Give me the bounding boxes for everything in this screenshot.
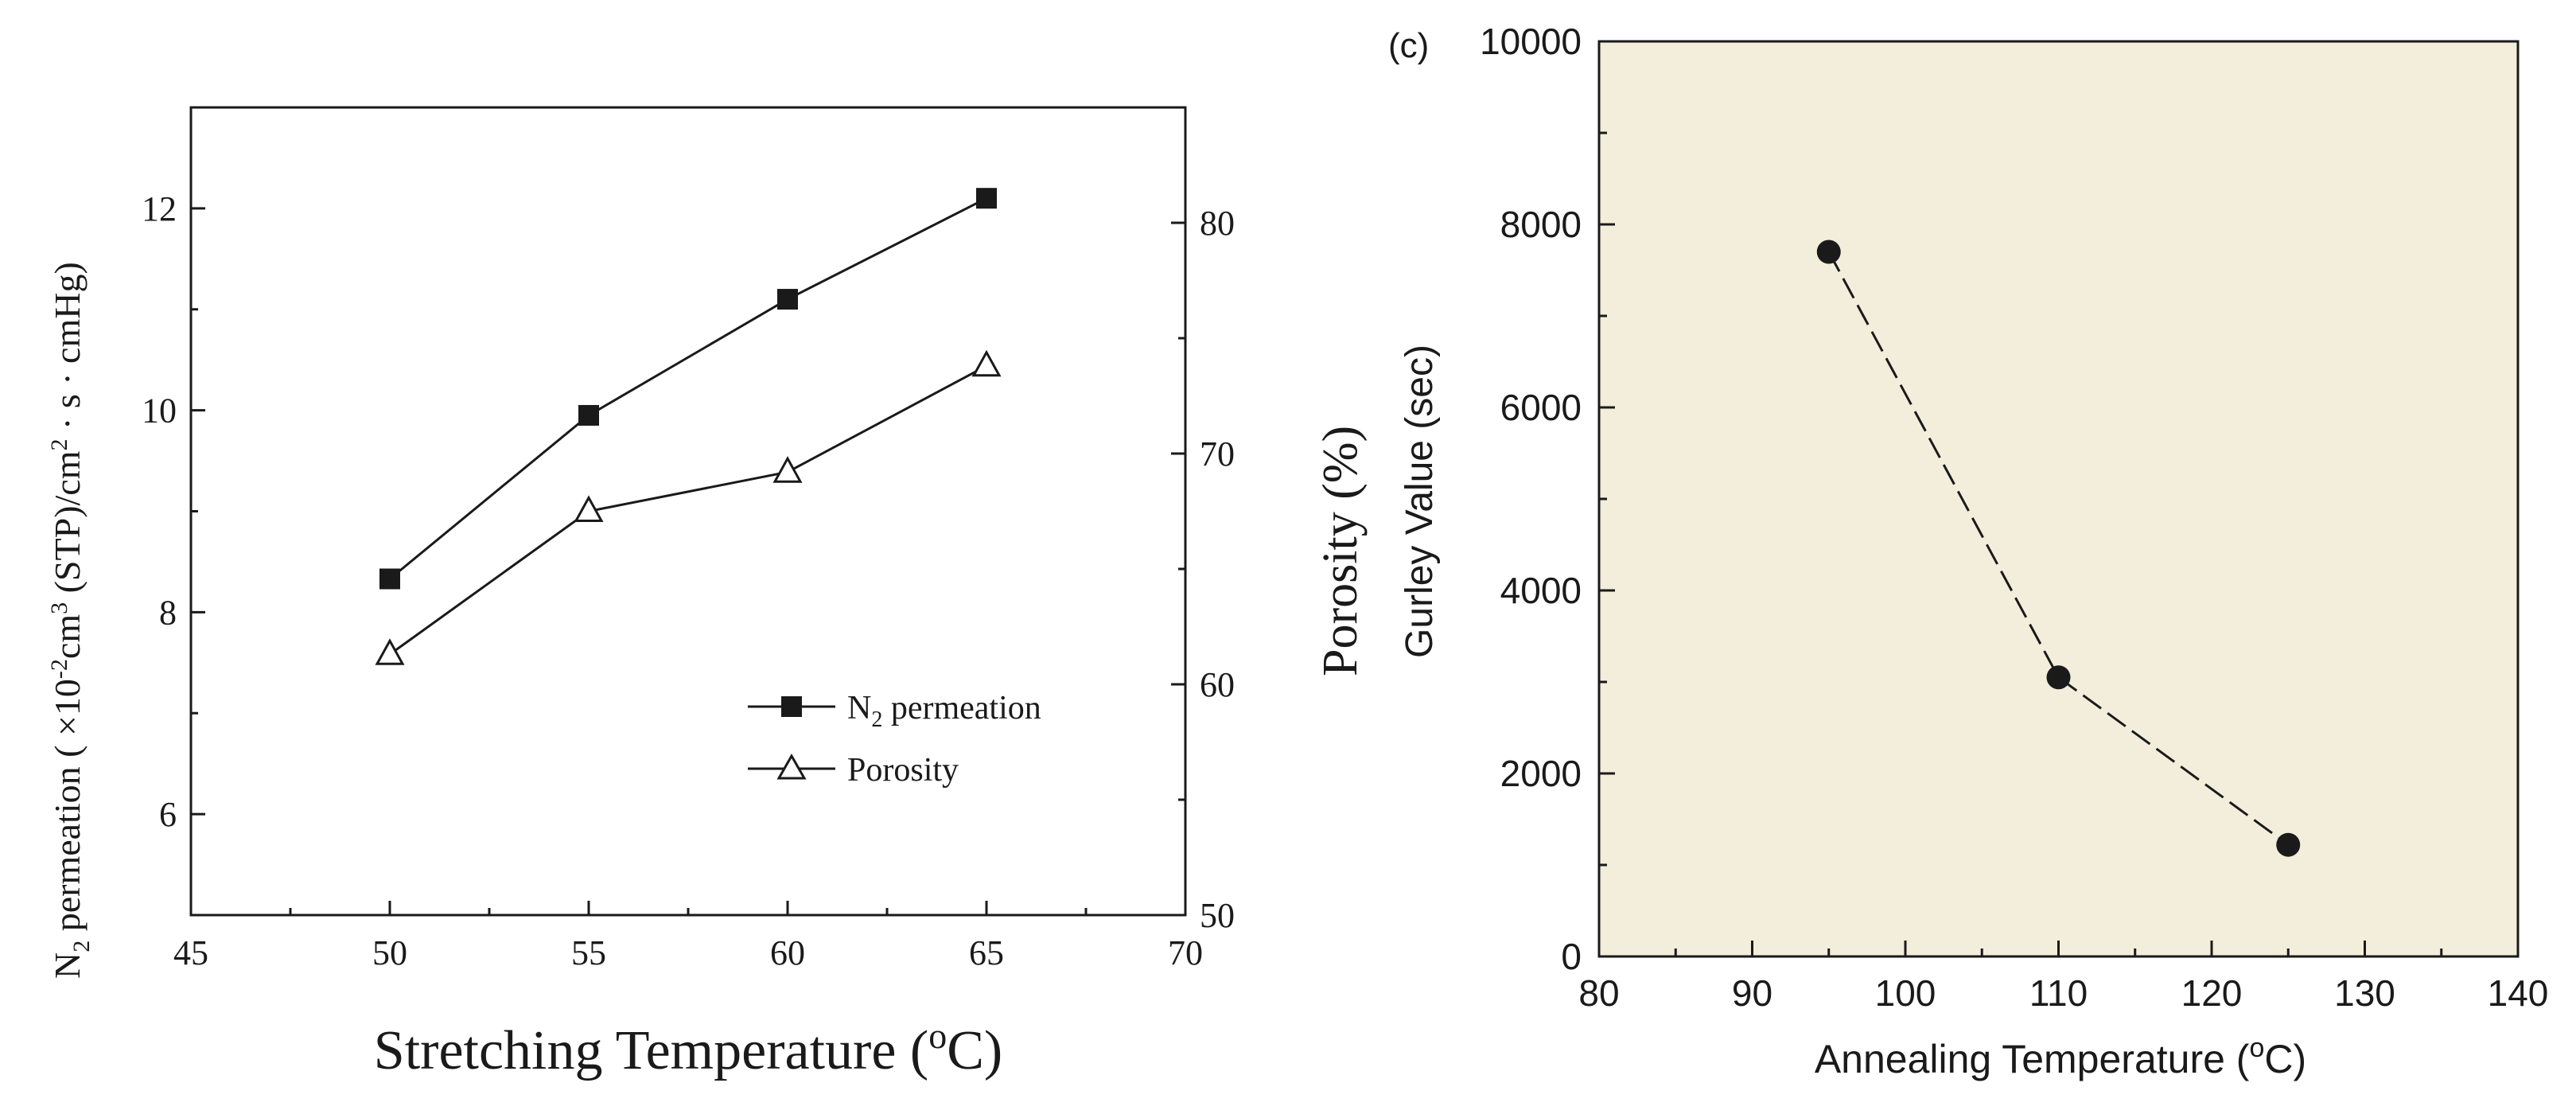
series-line-gurley [1827,251,2290,846]
right-y-axis-label: Gurley Value (sec) [1399,345,1441,658]
legend-marker-permeation [781,696,802,717]
y2-tick-label: 50 [1200,896,1235,935]
point-permeation [379,568,400,590]
left-ticks: 45 50 55 60 65 70 6 8 10 12 50 60 70 80 [142,106,1235,972]
x-tick-label: 130 [2334,972,2395,1014]
left-y-axis-label: N2 permeation ( ×10-2cm3 (STP)/cm2 · s ·… [46,262,95,979]
legend-marker-porosity [776,753,807,780]
y-tick-label: 2000 [1500,753,1582,794]
chart-annealing: 80 90 100 110 120 130 140 0 2000 4000 6000 8000 1000… [1388,21,2548,1081]
y-tick-label: 6 [159,795,177,834]
x-tick-label: 140 [2488,972,2549,1014]
panel-label: (c) [1388,26,1429,65]
y-tick-label: 8 [159,593,177,632]
y-tick-label: 12 [142,189,177,228]
point-porosity [574,495,604,522]
point-porosity [772,456,803,483]
y2-tick-label: 60 [1200,665,1235,704]
x-tick-label: 110 [2029,972,2088,1014]
right-x-axis-label: Annealing Temperature (oC) [1815,1033,2306,1081]
left-x-axis-label: Stretching Temperature (oC) [374,1015,1002,1081]
point-permeation [976,188,997,209]
x-tick-label: 60 [770,933,805,972]
series-line-porosity [389,364,987,656]
x-tick-label: 70 [1168,933,1203,972]
x-tick-label: 45 [173,933,208,972]
chart-stretching: 45 50 55 60 65 70 6 8 10 12 50 60 70 80 N2 permeation… [46,106,1368,1081]
legend-label-porosity: Porosity [847,752,959,789]
y-tick-label: 10000 [1480,21,1582,62]
x-tick-label: 100 [1875,972,1936,1014]
right-plot-frame [1597,40,2520,958]
point-gurley [2276,832,2301,857]
left-legend: N2 permeation Porosity [748,690,1041,789]
left-marks [375,188,1002,665]
x-tick-label: 50 [372,933,407,972]
y-tick-label: 0 [1561,936,1582,977]
right-marks [1816,240,2301,857]
x-tick-label: 120 [2181,972,2243,1014]
y-tick-label: 4000 [1500,570,1582,611]
x-tick-label: 65 [969,933,1004,972]
right-ticks: 80 90 100 110 120 130 140 0 2000 4000 6000 8000 1000… [1480,21,2548,1014]
y-tick-label: 6000 [1500,387,1582,428]
x-tick-label: 80 [1578,972,1619,1014]
y2-tick-label: 80 [1200,204,1235,243]
point-porosity [971,349,1002,377]
left-y2-axis-label: Porosity (%) [1313,426,1368,676]
legend-label-permeation: N2 permeation [847,690,1041,732]
point-permeation [578,404,599,426]
series-line-permeation [389,197,987,580]
y-tick-label: 10 [142,391,177,430]
x-tick-label: 55 [571,933,606,972]
y-tick-label: 8000 [1500,204,1582,245]
point-gurley [2046,665,2071,690]
point-permeation [777,289,798,310]
point-porosity [375,638,405,665]
x-tick-label: 90 [1732,972,1772,1014]
point-gurley [1816,240,1841,264]
y2-tick-label: 70 [1200,434,1235,473]
